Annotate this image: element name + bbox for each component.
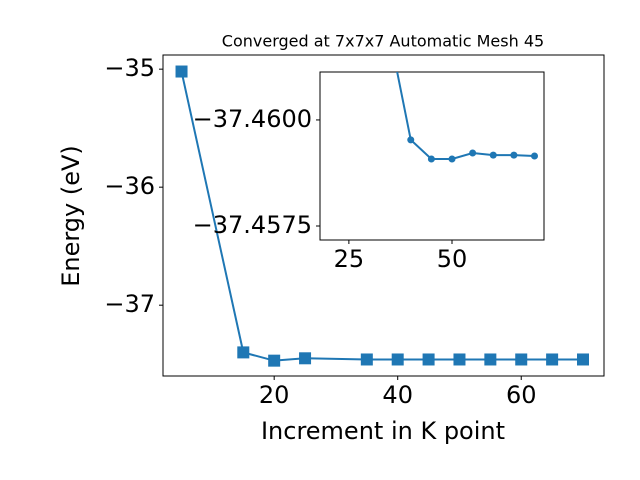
y-tick-label: −35 bbox=[104, 54, 155, 82]
chart-title: Converged at 7x7x7 Automatic Mesh 45 bbox=[222, 32, 544, 51]
x-tick-label: 40 bbox=[382, 381, 413, 409]
marker bbox=[484, 353, 497, 366]
marker bbox=[489, 151, 497, 159]
x-tick-label: 25 bbox=[334, 245, 365, 273]
marker bbox=[531, 152, 539, 160]
marker bbox=[268, 354, 281, 367]
x-tick-label: 20 bbox=[259, 381, 290, 409]
marker bbox=[453, 353, 466, 366]
marker bbox=[175, 65, 188, 78]
x-tick-label: 50 bbox=[437, 245, 468, 273]
marker bbox=[237, 346, 250, 359]
marker bbox=[407, 136, 415, 144]
y-tick-label: −36 bbox=[104, 172, 155, 200]
plot-area bbox=[396, 72, 539, 163]
marker bbox=[360, 353, 373, 366]
x-tick-label: 60 bbox=[506, 381, 537, 409]
marker bbox=[546, 353, 559, 366]
y-tick-label: −37.4600 bbox=[193, 105, 312, 133]
x-axis-label: Increment in K point bbox=[261, 417, 505, 445]
marker bbox=[448, 155, 456, 163]
marker bbox=[427, 155, 435, 163]
plot-area bbox=[175, 65, 589, 367]
marker bbox=[391, 353, 404, 366]
marker bbox=[577, 353, 589, 366]
marker bbox=[510, 151, 518, 159]
y-tick-label: −37.4575 bbox=[193, 211, 312, 239]
y-tick-label: −37 bbox=[104, 290, 155, 318]
marker bbox=[515, 353, 528, 366]
marker bbox=[469, 149, 477, 157]
marker bbox=[422, 353, 435, 366]
y-axis-label: Energy (eV) bbox=[57, 145, 85, 287]
marker bbox=[299, 352, 312, 365]
